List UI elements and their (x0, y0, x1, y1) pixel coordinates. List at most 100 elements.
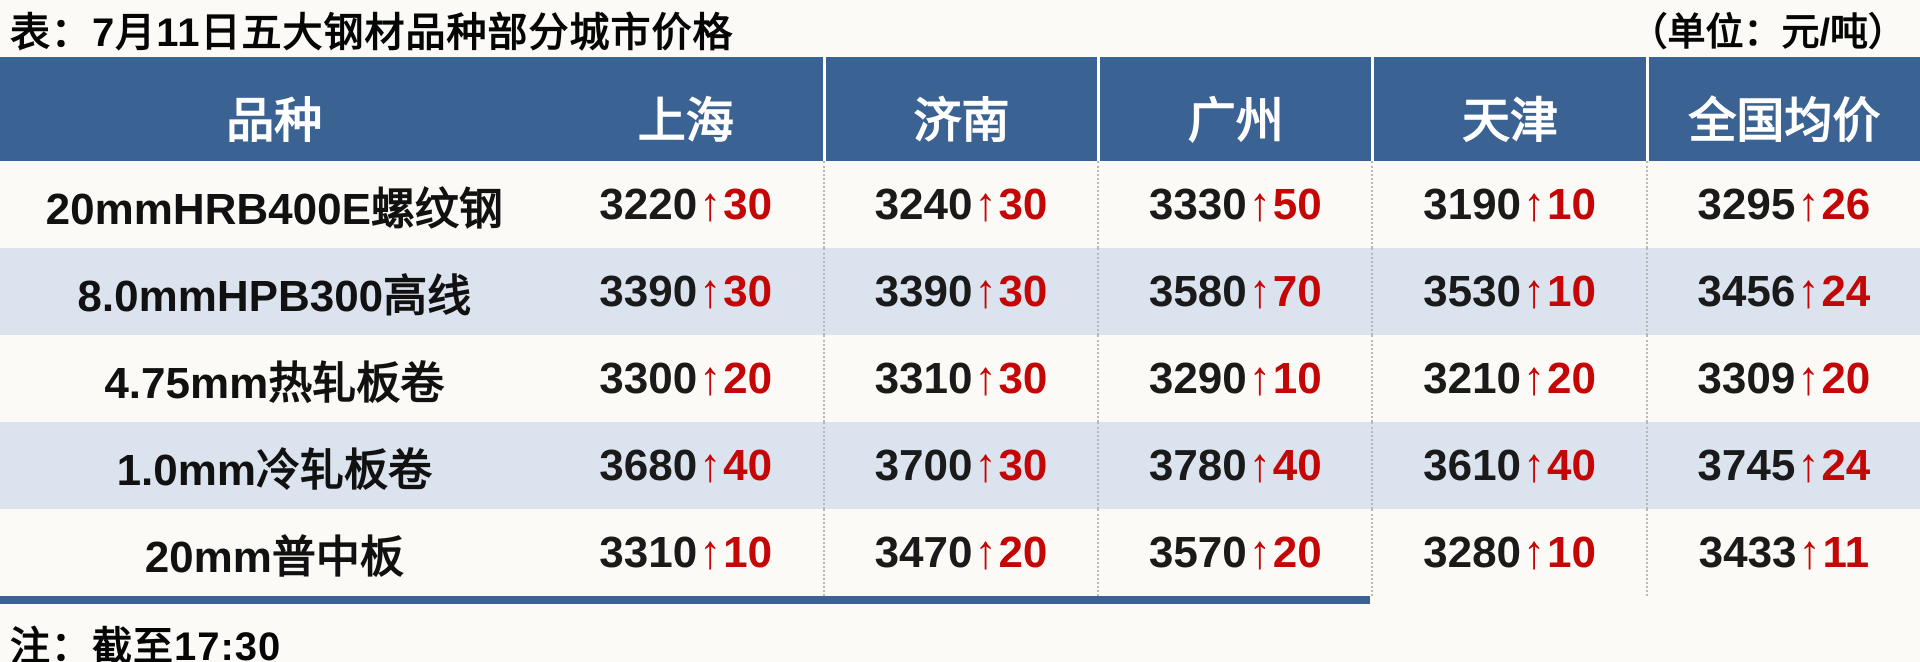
up-arrow-icon: ↑ (1797, 264, 1820, 318)
change-value: 30 (998, 353, 1048, 403)
change-value: 20 (998, 527, 1048, 577)
change-value: 10 (1547, 179, 1596, 229)
price-value: 3310 (874, 353, 973, 403)
price-value: 3745 (1697, 440, 1796, 490)
change-value: 10 (723, 527, 773, 577)
price-cell: 3290 ↑ 10 (1097, 335, 1371, 422)
change-value: 24 (1821, 266, 1871, 316)
change-value: 10 (1272, 353, 1322, 403)
price-value: 3280 (1423, 527, 1522, 577)
change-value: 30 (723, 266, 773, 316)
change-value: 10 (1547, 266, 1596, 316)
up-arrow-icon: ↑ (699, 525, 722, 579)
price-value: 3190 (1423, 179, 1522, 229)
price-value: 3240 (874, 179, 973, 229)
price-cell: 3700 ↑ 30 (822, 422, 1097, 509)
price-cell: 3780 ↑ 40 (1097, 422, 1371, 509)
up-arrow-icon: ↑ (1523, 438, 1546, 492)
table-bottom-rule (0, 596, 1370, 604)
price-cell: 3390 ↑ 30 (822, 248, 1097, 335)
up-arrow-icon: ↑ (1798, 525, 1821, 579)
product-cell: 4.75mm热轧板卷 (104, 358, 445, 408)
table-row: 8.0mmHPB300高线 3390 ↑ 30 3390 ↑ 30 3580 ↑ 70 3530 ↑ 1… (0, 248, 1920, 335)
change-value: 20 (723, 353, 773, 403)
up-arrow-icon: ↑ (974, 351, 997, 405)
change-value: 40 (723, 440, 773, 490)
change-value: 26 (1821, 179, 1871, 229)
price-cell: 3456 ↑ 24 (1645, 248, 1920, 335)
table-row: 1.0mm冷轧板卷 3680 ↑ 40 3700 ↑ 30 3780 ↑ 40 3610 ↑ 40 374… (0, 422, 1920, 509)
price-cell: 3390 ↑ 30 (549, 248, 823, 335)
column-header-2: 济南 (822, 57, 1097, 161)
price-value: 3220 (599, 179, 698, 229)
up-arrow-icon: ↑ (974, 525, 997, 579)
price-cell: 3280 ↑ 10 (1371, 509, 1645, 596)
price-value: 3580 (1148, 266, 1247, 316)
price-value: 3300 (599, 353, 698, 403)
price-cell: 3190 ↑ 10 (1371, 161, 1645, 248)
price-cell: 3220 ↑ 30 (549, 161, 823, 248)
up-arrow-icon: ↑ (1797, 438, 1820, 492)
price-cell: 3330 ↑ 50 (1097, 161, 1371, 248)
change-value: 30 (998, 440, 1048, 490)
title-bar: 表：7月11日五大钢材品种部分城市价格 （单位：元/吨） (0, 0, 1920, 57)
column-header-1: 上海 (637, 95, 734, 148)
column-header-3: 广州 (1097, 57, 1371, 161)
up-arrow-icon: ↑ (974, 438, 997, 492)
price-value: 3570 (1148, 527, 1247, 577)
price-cell: 3310 ↑ 30 (822, 335, 1097, 422)
up-arrow-icon: ↑ (699, 264, 722, 318)
price-cell: 3570 ↑ 20 (1097, 509, 1371, 596)
price-cell: 3530 ↑ 10 (1371, 248, 1645, 335)
up-arrow-icon: ↑ (699, 351, 722, 405)
price-value: 3680 (599, 440, 698, 490)
up-arrow-icon: ↑ (1248, 525, 1271, 579)
price-value: 3456 (1697, 266, 1796, 316)
column-header-0: 品种 (226, 95, 323, 148)
change-value: 30 (998, 266, 1048, 316)
price-cell: 3210 ↑ 20 (1371, 335, 1645, 422)
price-value: 3470 (874, 527, 973, 577)
table-header-row: 品种 上海 济南 广州 天津 全国均价 (0, 57, 1920, 161)
price-value: 3530 (1423, 266, 1522, 316)
price-cell: 3240 ↑ 30 (822, 161, 1097, 248)
up-arrow-icon: ↑ (1248, 351, 1271, 405)
table-row: 20mm普中板 3310 ↑ 10 3470 ↑ 20 3570 ↑ 20 3280 ↑ 10 3433 ↑… (0, 509, 1920, 596)
table-row: 4.75mm热轧板卷 3300 ↑ 20 3310 ↑ 30 3290 ↑ 10 3210 ↑ 20 33… (0, 335, 1920, 422)
change-value: 20 (1272, 527, 1322, 577)
price-cell: 3433 ↑ 11 (1645, 509, 1920, 596)
price-cell: 3745 ↑ 24 (1645, 422, 1920, 509)
product-cell: 8.0mmHPB300高线 (77, 271, 472, 321)
up-arrow-icon: ↑ (1248, 177, 1271, 231)
up-arrow-icon: ↑ (974, 177, 997, 231)
change-value: 30 (723, 179, 773, 229)
up-arrow-icon: ↑ (699, 177, 722, 231)
change-value: 50 (1272, 179, 1322, 229)
price-value: 3433 (1698, 527, 1797, 577)
price-value: 3309 (1697, 353, 1796, 403)
change-value: 40 (1272, 440, 1322, 490)
price-value: 3390 (874, 266, 973, 316)
product-cell: 1.0mm冷轧板卷 (116, 445, 432, 495)
up-arrow-icon: ↑ (1523, 351, 1546, 405)
price-value: 3780 (1148, 440, 1247, 490)
table-body: 20mmHRB400E螺纹钢 3220 ↑ 30 3240 ↑ 30 3330 ↑ 50 3190 ↑… (0, 161, 1920, 596)
footer-note: 注：截至17:30 (10, 625, 282, 662)
change-value: 20 (1821, 353, 1871, 403)
price-cell: 3309 ↑ 20 (1645, 335, 1920, 422)
up-arrow-icon: ↑ (1523, 264, 1546, 318)
up-arrow-icon: ↑ (699, 438, 722, 492)
change-value: 40 (1547, 440, 1596, 490)
unit-label: （单位：元/吨） (1629, 12, 1906, 54)
product-cell: 20mm普中板 (144, 532, 404, 582)
price-value: 3610 (1423, 440, 1522, 490)
price-cell: 3300 ↑ 20 (549, 335, 823, 422)
price-value: 3210 (1423, 353, 1522, 403)
page-title: 表：7月11日五大钢材品种部分城市价格 (10, 10, 734, 55)
price-value: 3310 (599, 527, 698, 577)
up-arrow-icon: ↑ (1797, 351, 1820, 405)
change-value: 24 (1821, 440, 1871, 490)
change-value: 30 (998, 179, 1048, 229)
price-table: 品种 上海 济南 广州 天津 全国均价 20mmHRB400E螺纹钢 3220 ↑ 30 3240… (0, 57, 1920, 596)
